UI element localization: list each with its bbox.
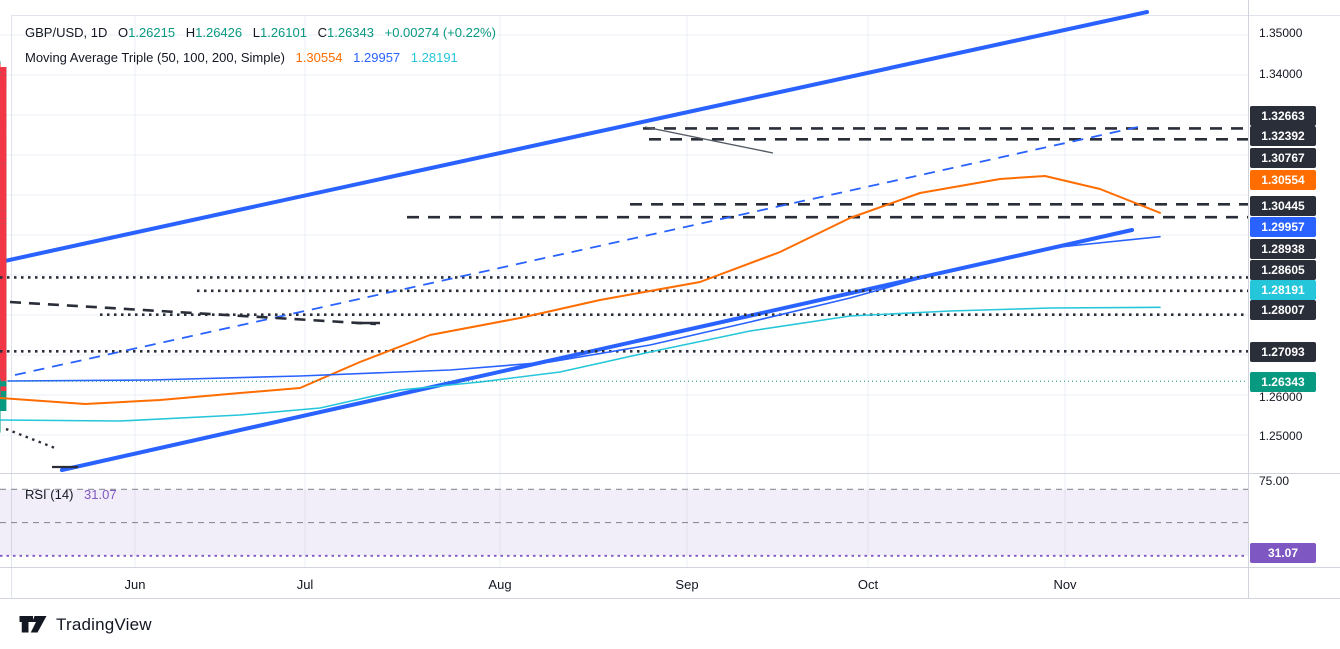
candle-body <box>0 199 7 209</box>
price-axis-label: 1.35000 <box>1259 26 1303 40</box>
time-axis-label-aug: Aug <box>488 577 512 592</box>
ma-line-200[interactable] <box>0 306 1161 422</box>
symbol-legend[interactable]: GBP/USD, 1D O1.26215 H1.26426 L1.26101 C… <box>25 25 503 40</box>
rsi-legend[interactable]: RSI (14) 31.07 <box>25 487 124 502</box>
ohlc-open: O1.26215 <box>118 25 175 40</box>
candle-body <box>0 399 7 411</box>
ma-line-100[interactable] <box>7 235 1161 382</box>
open-value: 1.26215 <box>128 25 176 40</box>
candle-body <box>0 237 7 261</box>
candle-body <box>0 163 7 200</box>
price-scale-badge: 1.29957 <box>1250 217 1316 237</box>
time-axis-label-sep: Sep <box>675 577 699 592</box>
time-axis-label-nov: Nov <box>1053 577 1077 592</box>
close-value: 1.26343 <box>327 25 374 40</box>
low-value: 1.26101 <box>259 25 307 40</box>
symbol-title: GBP/USD, 1D <box>25 25 108 40</box>
price-scale-badge: 1.32392 <box>1250 126 1316 146</box>
change-value: +0.00274 (+0.22%) <box>384 25 496 40</box>
low-label: L <box>252 25 260 40</box>
ohlc-high: H1.26426 <box>186 25 242 40</box>
ma50-value: 1.30554 <box>295 50 343 65</box>
rsi-axis-label: 75.00 <box>1259 474 1290 488</box>
declining-dashed-black[interactable] <box>9 300 377 326</box>
price-scale-badge: 1.30554 <box>1250 170 1316 190</box>
ma-title: Moving Average Triple (50, 100, 200, Sim… <box>25 50 285 65</box>
time-axis-label-jun: Jun <box>124 577 146 592</box>
candle-body <box>0 332 7 371</box>
candle-body <box>0 223 7 237</box>
tradingview-logo-text: TradingView <box>56 615 152 634</box>
ma-legend[interactable]: Moving Average Triple (50, 100, 200, Sim… <box>25 50 465 65</box>
ma100-value: 1.29957 <box>353 50 401 65</box>
gray-minor-trendline[interactable] <box>644 126 774 154</box>
price-scale-badge: 1.27093 <box>1250 342 1316 362</box>
price-scale-badge: 1.30445 <box>1250 196 1316 216</box>
price-scale-badge: 1.28605 <box>1250 260 1316 280</box>
price-scale-badge: 1.28007 <box>1250 300 1316 320</box>
candle-body <box>0 261 7 291</box>
price-axis-label: 1.34000 <box>1259 67 1303 81</box>
channel-upper[interactable] <box>0 10 1149 264</box>
price-scale-badge: 1.28191 <box>1250 280 1316 300</box>
candle-series <box>0 61 7 433</box>
ma200-value: 1.28191 <box>410 50 458 65</box>
price-scale-badge: 1.28938 <box>1250 239 1316 259</box>
ohlc-close: C1.26343 <box>318 25 374 40</box>
close-label: C <box>317 25 327 40</box>
candle-body <box>0 381 7 387</box>
price-scale-badge: 1.32663 <box>1250 106 1316 126</box>
price-axis-label: 1.25000 <box>1259 429 1303 443</box>
ma-line-50[interactable] <box>0 175 1161 405</box>
ohlc-low: L1.26101 <box>253 25 307 40</box>
candle-body <box>0 210 7 219</box>
time-axis-label-jul: Jul <box>296 577 314 592</box>
high-label: H <box>185 25 196 40</box>
open-label: O <box>117 25 129 40</box>
dotted-left-segment[interactable] <box>5 427 56 450</box>
candle-body <box>0 67 7 83</box>
price-scale-badge: 1.30767 <box>1250 148 1316 168</box>
candle-body <box>0 370 7 385</box>
rsi-title: RSI (14) <box>25 487 74 502</box>
candle-body <box>0 125 7 164</box>
price-scale-axis[interactable]: 1.35000 1.34000 1.26000 1.25000 75.00 1.32663… <box>1248 0 1340 598</box>
rising-dashed-blue[interactable] <box>14 126 1139 376</box>
candle-body <box>0 75 7 125</box>
price-scale-badge: 1.26343 <box>1250 372 1316 392</box>
tradingview-logo-icon <box>19 616 47 633</box>
rsi-scale-badge: 31.07 <box>1250 543 1316 563</box>
candle-body <box>0 385 7 391</box>
rsi-value: 31.07 <box>84 487 117 502</box>
time-axis-label-oct: Oct <box>857 577 879 592</box>
candle-body <box>0 291 7 333</box>
tradingview-logo[interactable]: TradingView <box>18 613 152 637</box>
high-value: 1.26426 <box>195 25 243 40</box>
price-axis-label: 1.26000 <box>1259 390 1303 404</box>
